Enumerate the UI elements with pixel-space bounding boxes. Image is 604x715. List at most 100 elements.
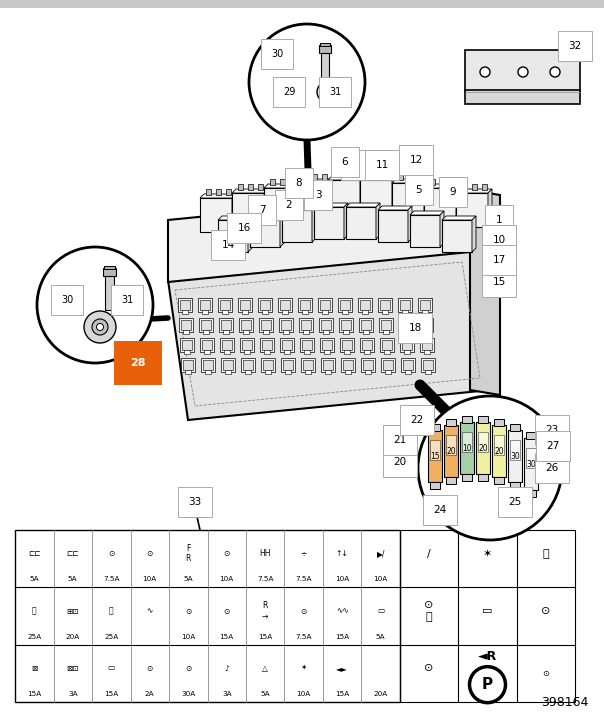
Bar bbox=[222, 340, 232, 350]
Bar bbox=[382, 340, 392, 350]
Bar bbox=[279, 318, 293, 332]
Text: 22: 22 bbox=[410, 415, 423, 425]
Text: 31: 31 bbox=[121, 295, 133, 305]
Bar bbox=[442, 220, 472, 252]
Text: ⊠: ⊠ bbox=[31, 664, 37, 673]
Text: ⊙: ⊙ bbox=[147, 549, 153, 558]
Bar bbox=[420, 300, 430, 310]
Circle shape bbox=[317, 82, 337, 102]
Bar bbox=[384, 350, 390, 354]
Bar bbox=[223, 330, 229, 334]
Bar bbox=[385, 370, 391, 374]
Bar bbox=[381, 320, 391, 330]
Bar bbox=[378, 210, 408, 242]
Bar bbox=[524, 438, 538, 490]
Bar bbox=[226, 189, 231, 195]
Bar bbox=[282, 310, 288, 314]
Bar bbox=[510, 482, 520, 489]
Text: 12: 12 bbox=[410, 155, 423, 165]
Text: 29: 29 bbox=[283, 87, 295, 97]
Bar bbox=[178, 298, 192, 312]
Bar bbox=[446, 419, 456, 426]
Text: 3: 3 bbox=[315, 190, 321, 200]
Bar bbox=[281, 358, 295, 372]
Bar bbox=[245, 370, 251, 374]
Bar bbox=[478, 432, 488, 452]
Text: R
→: R → bbox=[262, 601, 268, 621]
Bar bbox=[320, 43, 330, 46]
Polygon shape bbox=[314, 203, 348, 207]
Bar bbox=[446, 477, 456, 484]
Bar bbox=[492, 425, 506, 477]
Bar bbox=[296, 183, 328, 217]
Bar bbox=[0, 0, 604, 8]
Bar bbox=[378, 298, 392, 312]
Bar bbox=[362, 310, 368, 314]
Text: 4: 4 bbox=[352, 160, 358, 170]
Bar bbox=[103, 268, 116, 276]
Text: 26: 26 bbox=[545, 463, 559, 473]
Bar bbox=[270, 179, 275, 185]
Bar bbox=[494, 477, 504, 484]
Bar bbox=[430, 424, 440, 431]
Bar bbox=[105, 275, 114, 310]
Bar bbox=[263, 330, 269, 334]
Bar bbox=[222, 310, 228, 314]
Bar bbox=[302, 174, 307, 180]
Circle shape bbox=[418, 396, 562, 540]
Bar bbox=[363, 360, 373, 370]
Text: /: / bbox=[427, 548, 431, 558]
Bar bbox=[425, 370, 431, 374]
Text: ⊙: ⊙ bbox=[223, 549, 230, 558]
Text: 10: 10 bbox=[462, 443, 472, 453]
Bar bbox=[301, 320, 311, 330]
Text: 15A: 15A bbox=[220, 633, 234, 640]
Bar bbox=[203, 360, 213, 370]
Polygon shape bbox=[296, 179, 332, 183]
Bar bbox=[319, 45, 331, 53]
Bar bbox=[381, 358, 395, 372]
Polygon shape bbox=[248, 216, 252, 252]
Polygon shape bbox=[442, 216, 476, 220]
Text: ∿∿: ∿∿ bbox=[336, 606, 349, 616]
Bar bbox=[284, 350, 290, 354]
Text: ▭: ▭ bbox=[377, 606, 384, 616]
Bar bbox=[221, 358, 235, 372]
Bar bbox=[282, 340, 292, 350]
Bar bbox=[240, 300, 250, 310]
Bar bbox=[206, 189, 211, 195]
Polygon shape bbox=[410, 211, 444, 215]
Bar bbox=[472, 184, 477, 190]
Bar bbox=[402, 310, 408, 314]
Text: 2A: 2A bbox=[145, 691, 155, 697]
Bar bbox=[322, 340, 332, 350]
Bar bbox=[380, 338, 394, 352]
Bar bbox=[238, 184, 243, 190]
Bar bbox=[302, 340, 312, 350]
Bar bbox=[360, 338, 374, 352]
Bar bbox=[405, 370, 411, 374]
Text: ⊙: ⊙ bbox=[223, 606, 230, 616]
Text: 16: 16 bbox=[237, 223, 251, 233]
Bar bbox=[261, 358, 275, 372]
Bar bbox=[478, 416, 488, 423]
Bar bbox=[300, 300, 310, 310]
Bar bbox=[494, 435, 504, 455]
Text: △: △ bbox=[262, 664, 268, 673]
Bar bbox=[456, 193, 488, 227]
Bar bbox=[282, 210, 312, 242]
Bar bbox=[248, 184, 253, 190]
Text: ⊙: ⊙ bbox=[108, 549, 114, 558]
Bar bbox=[264, 350, 270, 354]
Bar bbox=[223, 360, 233, 370]
Bar bbox=[225, 370, 231, 374]
Bar bbox=[376, 171, 381, 177]
Bar bbox=[462, 416, 472, 423]
Bar bbox=[260, 300, 270, 310]
Polygon shape bbox=[328, 179, 332, 217]
Bar bbox=[182, 340, 192, 350]
Bar bbox=[450, 179, 455, 185]
Polygon shape bbox=[168, 250, 490, 420]
Bar bbox=[340, 338, 354, 352]
Text: 6: 6 bbox=[342, 157, 349, 167]
